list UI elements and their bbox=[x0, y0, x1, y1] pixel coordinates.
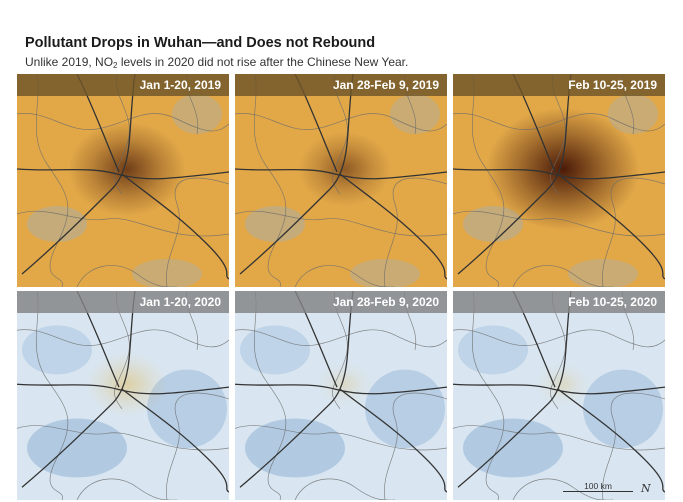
panel-date-label: Jan 1-20, 2020 bbox=[17, 291, 229, 313]
pollution-hotspot bbox=[68, 121, 186, 217]
admin-border bbox=[165, 392, 229, 500]
no2-map bbox=[453, 291, 665, 500]
no2-map bbox=[17, 291, 229, 500]
map-panel-feb-2019: Feb 10-25, 2019 bbox=[453, 74, 665, 287]
map-title: Pollutant Drops in Wuhan—and Does not Re… bbox=[25, 35, 376, 51]
admin-border bbox=[35, 74, 69, 287]
map-panel-feb-2020: Feb 10-25, 2020 bbox=[453, 291, 665, 500]
panel-date-label: Feb 10-25, 2019 bbox=[453, 74, 665, 96]
road bbox=[453, 168, 665, 180]
scale-line bbox=[563, 491, 633, 492]
no2-map bbox=[453, 74, 665, 287]
admin-border bbox=[453, 112, 665, 132]
admin-border bbox=[471, 291, 505, 500]
panel-date-label: Jan 1-20, 2019 bbox=[17, 74, 229, 96]
admin-border bbox=[17, 210, 229, 237]
admin-border bbox=[253, 291, 287, 500]
road bbox=[21, 74, 136, 275]
road bbox=[339, 388, 447, 493]
pollution-hotspot bbox=[86, 352, 168, 417]
road bbox=[557, 173, 665, 280]
admin-border bbox=[453, 329, 665, 348]
no2-map bbox=[235, 291, 447, 500]
admin-border bbox=[253, 74, 287, 287]
road bbox=[21, 291, 136, 488]
map-panel-late-jan-2019: Jan 28-Feb 9, 2019 bbox=[235, 74, 447, 287]
map-panel-late-jan-2020: Jan 28-Feb 9, 2020 bbox=[235, 291, 447, 500]
admin-border bbox=[383, 392, 447, 500]
map-panel-jan-2020: Jan 1-20, 2020 bbox=[17, 291, 229, 500]
admin-border bbox=[165, 177, 229, 287]
road bbox=[235, 383, 447, 395]
admin-border bbox=[235, 329, 447, 348]
panel-date-label: Jan 28-Feb 9, 2019 bbox=[235, 74, 447, 96]
road bbox=[17, 383, 229, 395]
admin-border bbox=[601, 392, 665, 500]
road bbox=[453, 383, 665, 395]
pollution-hotspot bbox=[486, 107, 640, 231]
map-subtitle: Unlike 2019, NO2 levels in 2020 did not … bbox=[25, 55, 409, 70]
road bbox=[239, 74, 354, 275]
scale-label: 100 km bbox=[584, 481, 612, 491]
map-panel-jan-2019: Jan 1-20, 2019 bbox=[17, 74, 229, 287]
admin-border bbox=[17, 425, 229, 451]
admin-border bbox=[453, 210, 665, 237]
road bbox=[457, 74, 572, 275]
admin-border bbox=[471, 74, 505, 287]
pollution-hotspot bbox=[534, 361, 592, 407]
admin-border bbox=[17, 112, 229, 132]
panel-date-label: Jan 28-Feb 9, 2020 bbox=[235, 291, 447, 313]
pollution-hotspot bbox=[316, 361, 374, 407]
admin-border bbox=[17, 329, 229, 348]
admin-border bbox=[235, 210, 447, 237]
no2-map bbox=[235, 74, 447, 287]
road bbox=[339, 173, 447, 280]
scale-bar: 100 km bbox=[563, 481, 633, 494]
road bbox=[121, 173, 229, 280]
panel-date-label: Feb 10-25, 2020 bbox=[453, 291, 665, 313]
north-arrow-icon: N bbox=[641, 482, 651, 495]
pollution-hotspot bbox=[298, 131, 392, 207]
admin-border bbox=[601, 177, 665, 287]
road bbox=[239, 291, 354, 488]
road bbox=[17, 168, 229, 180]
road bbox=[235, 168, 447, 180]
admin-border bbox=[235, 112, 447, 132]
no2-map bbox=[17, 74, 229, 287]
admin-border bbox=[383, 177, 447, 287]
admin-border bbox=[453, 425, 665, 451]
admin-border bbox=[235, 425, 447, 451]
road bbox=[457, 291, 572, 488]
road bbox=[557, 388, 665, 493]
admin-border bbox=[35, 291, 69, 500]
road bbox=[121, 388, 229, 493]
